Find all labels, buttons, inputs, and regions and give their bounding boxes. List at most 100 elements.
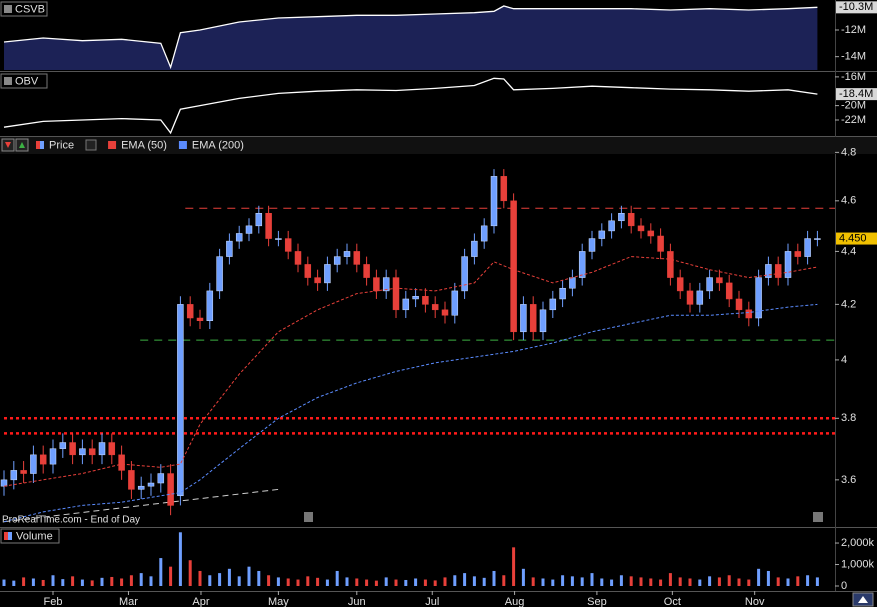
current-value-label: -10.3M: [839, 1, 873, 13]
volume-bar: [453, 575, 457, 586]
volume-bar: [51, 575, 55, 586]
volume-bar: [580, 577, 584, 586]
volume-bar: [286, 578, 290, 586]
legend-label: EMA (200): [192, 139, 244, 151]
volume-bar: [276, 577, 280, 586]
button[interactable]: [85, 139, 97, 151]
volume-bar: [443, 577, 447, 586]
candle-body: [520, 304, 527, 333]
candle-body: [30, 454, 37, 474]
y-tick-label: 4.2: [841, 298, 856, 310]
y-tick-label: -16M: [841, 71, 866, 83]
volume-bar: [325, 579, 329, 586]
volume-bar: [394, 579, 398, 586]
volume-bar: [41, 579, 45, 586]
current-value-label: -18.4M: [839, 88, 873, 100]
icon: [813, 512, 823, 522]
volume-bar: [433, 580, 437, 586]
candle-body: [559, 287, 566, 300]
x-tick-label: Nov: [745, 596, 765, 607]
candle-body: [137, 485, 145, 490]
volume-bar: [345, 577, 349, 586]
candle-body: [686, 290, 694, 305]
volume-bar: [100, 577, 104, 586]
trendline: [3, 488, 279, 523]
candle-body: [363, 264, 370, 278]
candle-body: [382, 277, 390, 292]
candle-body: [216, 256, 223, 292]
volume-bar: [365, 579, 369, 586]
candle-body: [588, 238, 596, 252]
volume-bar: [727, 575, 731, 586]
volume-bar: [698, 579, 702, 586]
candle-body: [186, 304, 194, 319]
candle-body: [402, 298, 410, 311]
volume-bar: [129, 575, 133, 586]
volume-bar: [169, 566, 173, 586]
y-tick-label: 4.6: [841, 195, 856, 207]
volume-bar: [668, 573, 672, 586]
candle-body: [804, 238, 811, 257]
panel-title: CSVB: [15, 3, 45, 15]
volume-bar: [139, 573, 143, 586]
candle-body: [79, 448, 86, 456]
y-tick-label: 4.8: [841, 146, 856, 158]
volume-bar: [659, 579, 663, 586]
y-tick-label: 0: [841, 580, 847, 592]
x-tick-label: Apr: [192, 596, 209, 607]
candle-body: [265, 213, 272, 239]
volume-bar: [649, 578, 653, 586]
volume-bar: [482, 577, 486, 586]
volume-bar: [786, 578, 790, 586]
volume-bar: [472, 576, 476, 586]
candle-body: [275, 238, 282, 240]
volume-bar: [80, 579, 84, 586]
volume-bar: [570, 576, 574, 586]
panel-icon: [4, 77, 12, 85]
candle-body: [294, 251, 302, 265]
candle-body: [59, 442, 67, 449]
candle-body: [88, 448, 96, 456]
y-tick-label: 4.4: [841, 245, 856, 257]
volume-bar: [71, 576, 75, 586]
candle-body: [735, 298, 743, 311]
volume-bar: [384, 577, 388, 586]
legend-swatch: [36, 141, 40, 149]
candle-body: [480, 225, 488, 242]
candle-body: [206, 290, 214, 322]
x-tick-label: Sep: [587, 596, 607, 607]
volume-bar: [757, 568, 761, 586]
volume-bar: [296, 579, 300, 586]
x-tick-label: Jun: [348, 596, 366, 607]
candle-body: [98, 442, 106, 456]
price-header: [0, 137, 877, 154]
panel-icon: [4, 5, 12, 13]
volume-bar: [629, 576, 633, 586]
volume-bar: [237, 576, 241, 586]
volume-bar: [335, 570, 339, 586]
candle-body: [794, 251, 802, 257]
candle-body: [637, 225, 645, 232]
candle-body: [353, 251, 361, 265]
candle-body: [441, 309, 449, 316]
x-tick-label: Feb: [44, 596, 63, 607]
candle-body: [314, 277, 321, 284]
volume-bar: [512, 547, 516, 586]
legend-label: EMA (50): [121, 139, 167, 151]
candle-body: [333, 256, 341, 265]
candle-body: [765, 264, 772, 278]
candle-body: [676, 277, 684, 292]
volume-bar: [149, 576, 153, 586]
candle-body: [431, 304, 439, 311]
candle-body: [20, 470, 27, 474]
panel-title-box: [0, 1, 48, 17]
x-tick-label: May: [268, 596, 289, 607]
volume-bar: [600, 578, 604, 586]
volume-bar: [463, 573, 467, 586]
candle-body: [147, 482, 155, 487]
volume-bar: [815, 577, 819, 586]
candle-body: [422, 296, 429, 305]
current-value-box: [836, 232, 877, 245]
candle-body: [108, 442, 116, 456]
